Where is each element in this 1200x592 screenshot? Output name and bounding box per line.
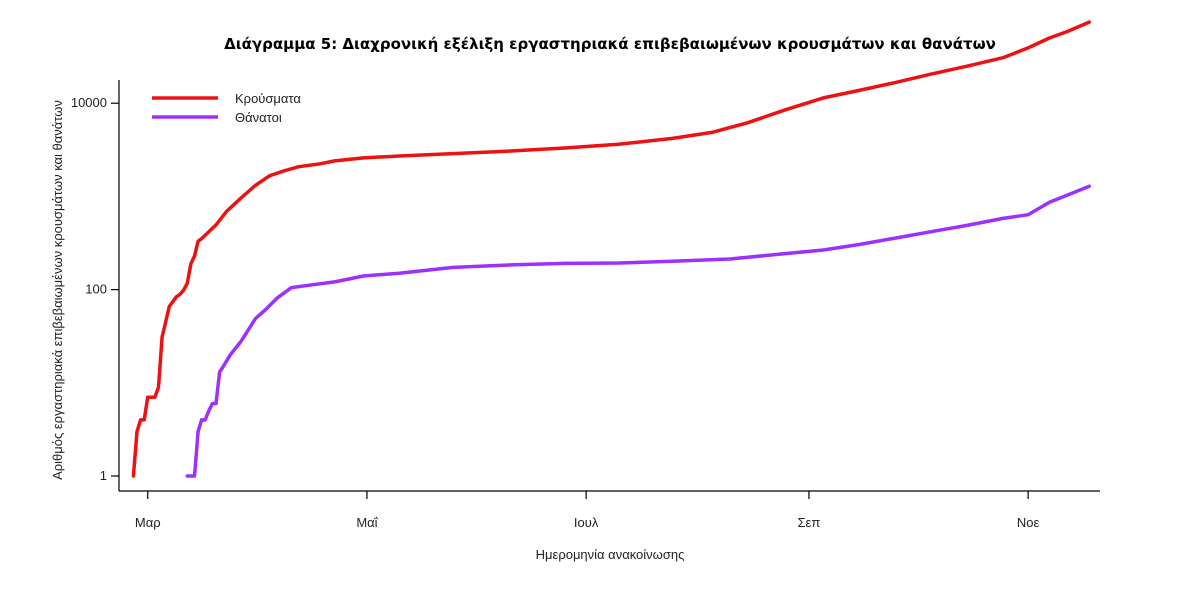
y-ticks: 1 100 10000 (71, 95, 119, 483)
legend-label-cases: Κρούσματα (235, 91, 301, 106)
legend: Κρούσματα Θάνατοι (152, 91, 301, 125)
series-layer (131, 20, 1091, 478)
x-ticks: Μαρ Μαΐ Ιουλ Σεπ Νοε (135, 491, 1040, 530)
series-line-cases (131, 20, 1091, 478)
chart-title: Διάγραμμα 5: Διαχρονική εξέλιξη εργαστηρ… (224, 35, 996, 53)
series-line-deaths (185, 184, 1091, 478)
x-tick-label: Μαρ (135, 515, 161, 530)
legend-label-deaths: Θάνατοι (235, 110, 282, 125)
y-axis-label: Αριθμός εργαστηριακά επιβεβαιωμένων κρου… (50, 100, 65, 480)
x-tick-label: Μαΐ (356, 515, 378, 530)
y-tick-label: 1 (100, 468, 107, 483)
y-tick-label: 100 (85, 282, 107, 297)
x-tick-label: Νοε (1017, 515, 1040, 530)
y-tick-label: 10000 (71, 95, 107, 110)
x-tick-label: Σεπ (798, 515, 821, 530)
x-axis-label: Ημερομηνία ανακοίνωσης (536, 547, 685, 562)
x-tick-label: Ιουλ (574, 515, 599, 530)
